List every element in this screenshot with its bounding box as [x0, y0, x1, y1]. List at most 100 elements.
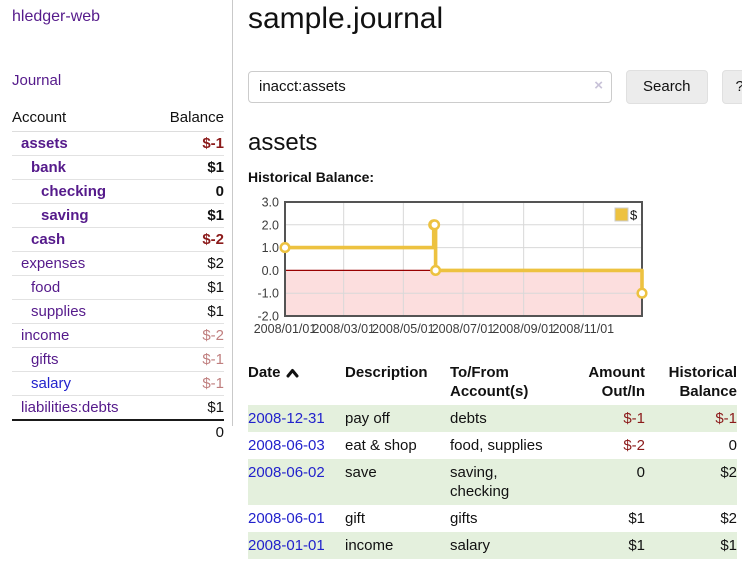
account-row: salary $-1 — [12, 371, 224, 396]
register-row: 2008-06-03 eat & shop food, supplies $-2 0 — [248, 432, 737, 459]
account-balance: $-1 — [152, 371, 224, 396]
account-row: bank $1 — [12, 155, 224, 180]
account-row: cash $-2 — [12, 227, 224, 252]
account-row: expenses $2 — [12, 251, 224, 276]
transaction-description: gift — [345, 510, 366, 528]
accounts-header-balance: Balance — [152, 106, 224, 132]
transaction-balance: $2 — [720, 464, 737, 482]
account-link-bank[interactable]: bank — [31, 159, 67, 176]
account-link-supplies[interactable]: supplies — [31, 303, 87, 320]
account-link-cash[interactable]: cash — [31, 231, 66, 248]
account-link-income[interactable]: income — [21, 327, 70, 344]
account-link-salary[interactable]: salary — [31, 375, 72, 392]
sidebar-item-journal[interactable]: Journal — [12, 72, 62, 89]
transaction-amount: $1 — [628, 510, 645, 528]
accounts-total-row: 0 — [12, 419, 224, 444]
register-header-historical: Historical Balance — [668, 364, 737, 401]
account-row: assets $-1 — [12, 131, 224, 156]
account-link-checking[interactable]: checking — [41, 183, 107, 200]
historical-balance-chart: $3.0 2.0 1.0 0.0 -1.0 -2.02008/01/012008/03/0… — [254, 197, 648, 336]
account-balance: $1 — [152, 203, 224, 228]
transaction-accounts: gifts — [450, 510, 478, 528]
transaction-amount: $1 — [628, 537, 645, 555]
svg-text:2008/09/01: 2008/09/01 — [492, 322, 555, 336]
page-title: sample.journal — [248, 2, 444, 35]
account-link-saving[interactable]: saving — [41, 207, 89, 224]
transaction-date-link[interactable]: 2008-06-02 — [248, 464, 325, 482]
svg-text:2008/11/01: 2008/11/01 — [552, 322, 614, 336]
transaction-accounts: salary — [450, 537, 491, 555]
account-balance: $-2 — [152, 227, 224, 252]
search-button[interactable]: Search — [626, 69, 708, 104]
accounts-header-account: Account — [12, 106, 153, 132]
account-link-gifts[interactable]: gifts — [31, 351, 59, 368]
register-header-row: Date Description To/From Account(s) Amou… — [248, 361, 737, 405]
account-row: income $-2 — [12, 323, 224, 348]
transaction-amount: $-2 — [623, 437, 645, 455]
transaction-description: save — [345, 464, 377, 482]
transaction-amount: 0 — [636, 464, 645, 482]
svg-text:3.0: 3.0 — [262, 197, 279, 210]
transaction-date-link[interactable]: 2008-06-03 — [248, 437, 325, 455]
transaction-date-link[interactable]: 2008-01-01 — [248, 537, 325, 555]
account-link-expenses[interactable]: expenses — [21, 255, 86, 272]
register-table-body: 2008-12-31 pay off debts $-1 $-1 2008-06-03 ea… — [248, 405, 737, 560]
help-button[interactable]: ? — [721, 69, 742, 104]
account-row: supplies $1 — [12, 299, 224, 324]
sidebar-divider — [232, 0, 233, 426]
app-window: hledger-web Journal Account Balance asse… — [0, 0, 742, 560]
svg-text:2.0: 2.0 — [262, 218, 279, 232]
svg-text:-2.0: -2.0 — [257, 310, 279, 324]
transaction-accounts: food, supplies — [450, 437, 543, 455]
account-row: gifts $-1 — [12, 347, 224, 372]
account-balance: $1 — [152, 275, 224, 300]
register-header-amount: Amount Out/In — [588, 364, 645, 401]
account-balance: $-2 — [152, 323, 224, 348]
search-form: × Search ? — [248, 69, 742, 104]
transaction-description: pay off — [345, 410, 390, 428]
account-balance: $1 — [152, 155, 224, 180]
svg-text:0.0: 0.0 — [262, 264, 279, 278]
register-row: 2008-01-01 income salary $1 $1 — [248, 532, 737, 560]
register-row: 2008-06-02 save saving, checking 0 $2 — [248, 459, 737, 506]
account-row: food $1 — [12, 275, 224, 300]
transaction-accounts: debts — [450, 410, 487, 428]
svg-text:$: $ — [630, 208, 638, 223]
account-balance: $-1 — [152, 347, 224, 372]
account-row: saving $1 — [12, 203, 224, 228]
account-heading: assets — [248, 128, 318, 156]
transaction-date-link[interactable]: 2008-12-31 — [248, 410, 325, 428]
account-balance: $1 — [152, 299, 224, 324]
chart-title: Historical Balance: — [248, 169, 375, 186]
svg-text:2008/03/01: 2008/03/01 — [312, 322, 375, 336]
account-row: liabilities:debts $1 — [12, 395, 224, 421]
search-input[interactable] — [248, 70, 612, 103]
svg-text:2008/07/01: 2008/07/01 — [432, 322, 495, 336]
account-link-food[interactable]: food — [31, 279, 61, 296]
account-link-liabilities-debts[interactable]: liabilities:debts — [21, 399, 119, 416]
register-header-date[interactable]: Date — [248, 361, 345, 405]
transaction-date-link[interactable]: 2008-06-01 — [248, 510, 325, 528]
account-link-assets[interactable]: assets — [21, 135, 68, 152]
sidebar: hledger-web Journal Account Balance asse… — [0, 0, 232, 559]
search-input-wrap: × — [248, 70, 612, 103]
main-content: sample.journal × Search ? assets Histori… — [232, 0, 742, 560]
accounts-total-value: 0 — [12, 419, 224, 444]
transaction-accounts: saving, checking — [450, 464, 510, 501]
clear-search-icon[interactable]: × — [594, 76, 603, 94]
accounts-table: Account Balance assets $-1 bank $1 checking 0… — [12, 106, 224, 444]
register-table: Date Description To/From Account(s) Amou… — [248, 361, 737, 560]
register-row: 2008-12-31 pay off debts $-1 $-1 — [248, 405, 737, 433]
register-header-description: Description — [345, 364, 428, 382]
sort-ascending-icon — [286, 369, 299, 378]
accounts-table-body: assets $-1 bank $1 checking 0 saving $1 cash $-2 e… — [12, 131, 224, 421]
svg-text:2008/01/01: 2008/01/01 — [254, 322, 317, 336]
svg-text:1.0: 1.0 — [262, 241, 279, 255]
account-row: checking 0 — [12, 179, 224, 204]
transaction-balance: $1 — [720, 537, 737, 555]
register-header-tofrom: To/From Account(s) — [450, 364, 529, 401]
svg-text:2008/05/01: 2008/05/01 — [372, 322, 435, 336]
app-title-link[interactable]: hledger-web — [12, 8, 101, 25]
transaction-description: income — [345, 537, 394, 555]
account-balance: 0 — [152, 179, 224, 204]
